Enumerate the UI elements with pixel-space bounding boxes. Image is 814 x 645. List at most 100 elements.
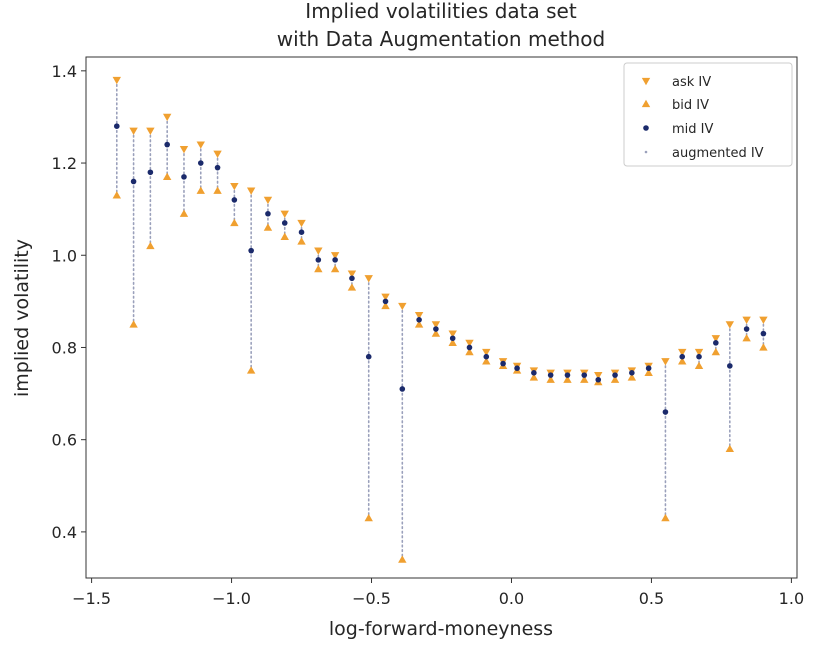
mid-iv-point: [164, 141, 170, 148]
ask-iv-marker: [414, 312, 424, 320]
legend-label: bid IV: [672, 98, 709, 113]
ask-iv-marker: [742, 316, 751, 325]
ask-iv-marker: [482, 348, 491, 357]
mid-iv-point: [416, 317, 422, 323]
bid-iv-marker: [179, 209, 189, 217]
ask-iv-marker: [330, 252, 340, 260]
x-tick-label: 0.0: [499, 589, 524, 608]
bid-iv-marker: [465, 347, 474, 356]
bid-iv-marker: [610, 375, 620, 383]
mid-iv-point: [743, 326, 750, 332]
mid-iv-point: [281, 220, 288, 226]
bid-iv-marker: [398, 555, 407, 563]
ask-iv-marker: [431, 321, 441, 329]
x-tick-label: −0.5: [352, 589, 391, 608]
bid-iv-marker: [431, 329, 441, 337]
mid-iv-point: [298, 229, 305, 236]
mid-iv-point: [629, 370, 635, 376]
y-axis: 0.4 0.6 0.8 1.0 1.2 1.4: [52, 62, 86, 542]
ask-iv-marker: [678, 348, 687, 357]
mid-iv-point: [500, 360, 506, 367]
bid-iv-marker: [711, 347, 721, 356]
bid-iv-marker: [546, 375, 555, 383]
bid-iv-marker: [381, 301, 390, 310]
ask-iv-marker: [162, 113, 172, 122]
mid-iv-point: [514, 365, 520, 372]
bid-iv-marker: [146, 241, 155, 250]
ask-iv-marker: [230, 182, 239, 191]
legend-label: ask IV: [672, 75, 711, 90]
mid-iv-point: [564, 372, 571, 378]
bid-iv-marker: [644, 368, 653, 376]
x-tick-label: 0.5: [639, 589, 664, 608]
mid-iv-point: [382, 298, 389, 305]
bid-iv-marker: [213, 186, 222, 194]
y-tick-label: 1.4: [52, 62, 77, 81]
mid-iv-point: [581, 372, 588, 378]
bid-iv-marker: [162, 172, 172, 181]
bid-iv-marker: [759, 343, 768, 351]
ask-iv-marker: [759, 316, 768, 325]
mid-iv-point: [547, 372, 554, 378]
bid-iv-marker: [742, 334, 751, 342]
mid-iv-point: [399, 386, 406, 392]
legend-marker-mid: [643, 125, 649, 131]
chart-title: Implied volatilities data set with Data …: [277, 0, 605, 51]
mid-iv-point: [332, 257, 338, 263]
mid-iv-point: [365, 353, 372, 360]
bid-iv-marker: [725, 444, 735, 453]
bid-iv-marker: [330, 264, 340, 273]
mid-iv-point: [645, 365, 652, 372]
bid-iv-marker: [563, 375, 572, 383]
ask-iv-marker: [263, 196, 273, 205]
ask-iv-marker: [179, 146, 189, 154]
ask-iv-marker: [246, 187, 256, 195]
bid-iv-marker: [580, 375, 589, 383]
mid-iv-point: [147, 169, 154, 176]
ask-iv-marker: [381, 293, 390, 301]
ask-iv-marker: [297, 219, 306, 228]
mid-iv-point: [181, 174, 187, 180]
mid-iv-point: [595, 376, 602, 383]
bid-iv-marker: [263, 223, 273, 231]
mid-iv-point: [130, 178, 137, 185]
bid-iv-marker: [482, 357, 491, 365]
legend-marker-bid: [641, 99, 651, 108]
legend-box: [623, 62, 793, 167]
bid-iv-marker: [678, 357, 687, 365]
ask-iv-marker: [398, 302, 407, 311]
mid-iv-point: [231, 197, 238, 203]
mid-iv-point: [679, 353, 686, 360]
chart-title-line-1: Implied volatilities data set: [305, 0, 577, 23]
bid-iv-marker: [347, 283, 357, 291]
ask-iv-marker: [694, 348, 704, 357]
mid-iv-point: [531, 370, 537, 376]
mid-iv-point: [449, 335, 456, 342]
bid-iv-marker: [414, 320, 424, 328]
bid-iv-marker: [529, 373, 539, 381]
ask-iv-marker: [280, 210, 289, 218]
x-axis: −1.5 −1.0 −0.5 0.0 0.5 1.0: [72, 578, 804, 608]
mid-iv-point: [197, 160, 204, 166]
y-tick-label: 1.0: [52, 246, 77, 265]
bid-iv-marker: [314, 264, 323, 273]
mid-iv-point: [214, 164, 221, 171]
bid-iv-marker: [448, 338, 457, 347]
mid-iv-point: [483, 353, 490, 360]
bid-iv-marker: [196, 186, 205, 194]
chart-title-line-2: with Data Augmentation method: [277, 27, 605, 51]
x-axis-label: log-forward-moneyness: [329, 618, 553, 640]
ask-iv-marker: [448, 330, 457, 338]
y-tick-label: 0.4: [52, 523, 77, 542]
mid-iv-point: [713, 340, 719, 346]
bid-iv-marker: [627, 373, 637, 381]
bid-iv-marker: [112, 191, 121, 199]
ask-iv-marker: [661, 358, 670, 366]
legend-marker-augmented: [644, 150, 648, 154]
legend-label: augmented IV: [672, 146, 764, 161]
ask-iv-marker: [314, 247, 323, 255]
bid-iv-marker: [280, 232, 289, 240]
ask-iv-marker: [465, 339, 474, 348]
legend-label: mid IV: [672, 122, 713, 137]
